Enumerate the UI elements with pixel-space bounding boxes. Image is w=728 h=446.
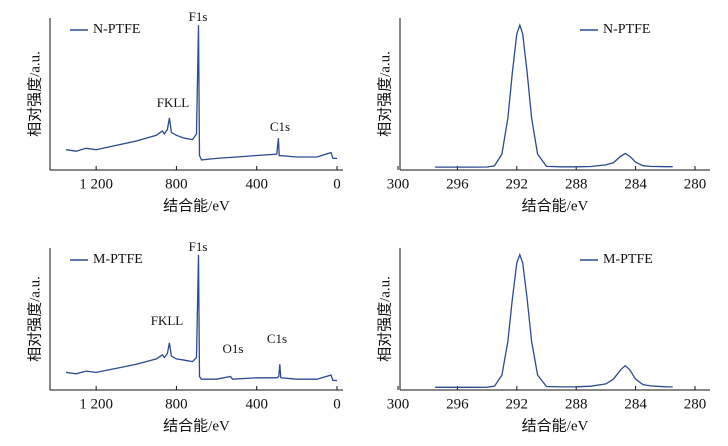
peak-label: F1s: [189, 239, 208, 254]
peak-label: FKLL: [157, 95, 190, 110]
x-tick-label: 0: [333, 396, 341, 412]
spectrum-line: [435, 23, 673, 168]
x-tick-label: 800: [165, 176, 188, 192]
x-tick-label: 288: [565, 396, 588, 412]
peak-label: O1s: [223, 341, 244, 356]
legend-label: M-PTFE: [603, 252, 653, 267]
x-tick-label: 400: [245, 176, 268, 192]
x-tick-label: 0: [333, 176, 341, 192]
y-axis-label: 相对强度/a.u.: [376, 276, 393, 362]
x-axis-label: 结合能/eV: [522, 417, 589, 434]
x-tick-label: 288: [565, 176, 588, 192]
legend-label: N-PTFE: [93, 22, 140, 37]
x-axis-label: 结合能/eV: [163, 417, 230, 434]
spectrum-line: [435, 252, 673, 388]
x-axis-label: 结合能/eV: [522, 197, 589, 214]
x-tick-label: 284: [624, 176, 647, 192]
x-tick-label: 1 200: [79, 396, 113, 412]
peak-label: FKLL: [151, 313, 184, 328]
x-tick-label: 1 200: [79, 176, 113, 192]
y-axis-label: 相对强度/a.u.: [26, 51, 43, 137]
x-tick-label: 280: [684, 396, 707, 412]
y-axis-label: 相对强度/a.u.: [376, 51, 393, 137]
legend-label: M-PTFE: [93, 252, 143, 267]
x-tick-label: 280: [684, 176, 707, 192]
peak-label: F1s: [189, 9, 208, 24]
x-tick-label: 800: [165, 396, 188, 412]
x-tick-label: 400: [245, 396, 268, 412]
x-tick-label: 300: [387, 176, 410, 192]
peak-label: C1s: [270, 119, 290, 134]
x-tick-label: 300: [387, 396, 410, 412]
x-tick-label: 296: [446, 176, 469, 192]
x-tick-label: 296: [446, 396, 469, 412]
spectrum-line: [65, 254, 337, 382]
x-axis-label: 结合能/eV: [163, 197, 230, 214]
y-axis-label: 相对强度/a.u.: [26, 276, 43, 362]
x-tick-label: 284: [624, 396, 647, 412]
x-tick-label: 292: [506, 176, 529, 192]
spectrum-line: [65, 25, 337, 161]
legend-label: N-PTFE: [603, 22, 650, 37]
peak-label: C1s: [267, 331, 287, 346]
x-tick-label: 292: [506, 396, 529, 412]
